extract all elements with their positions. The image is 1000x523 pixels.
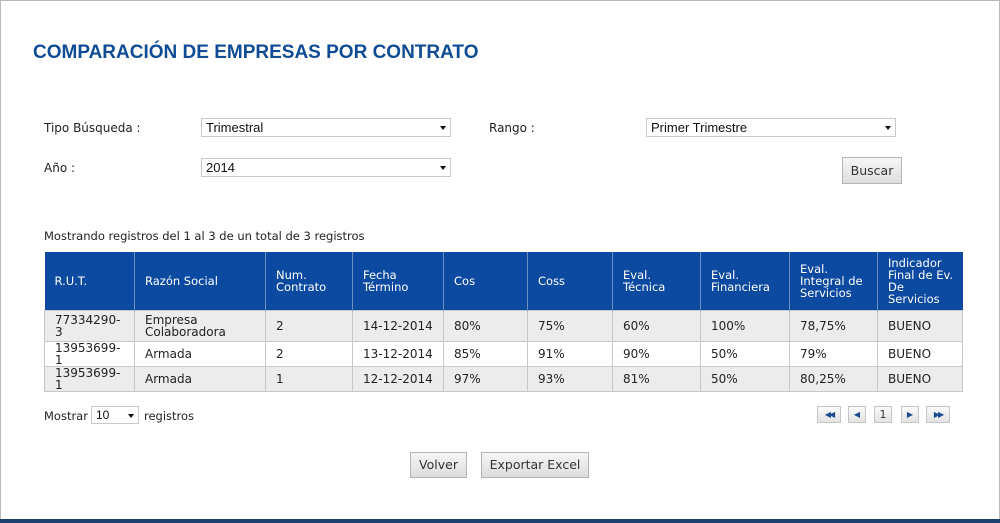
volver-button[interactable]: Volver (410, 452, 467, 478)
pager-next-button[interactable]: ▶ (901, 406, 919, 423)
table-cell: Armada (134, 366, 266, 392)
table-row: 13953699-1 Armada 2 13-12-2014 85% 91% 9… (44, 341, 963, 367)
table-cell: 77334290-3 (44, 310, 135, 342)
table-row: 77334290-3 Empresa Colaboradora 2 14-12-… (44, 310, 963, 342)
column-header-coss[interactable]: Coss (527, 252, 613, 311)
column-header-cos[interactable]: Cos (443, 252, 528, 311)
table-cell: 81% (612, 366, 701, 392)
length-menu-select[interactable]: 10 (91, 406, 139, 424)
table-cell: 100% (700, 310, 790, 342)
table-cell: Empresa Colaboradora (134, 310, 266, 342)
chevron-down-icon (440, 166, 446, 170)
table-cell: 90% (612, 341, 701, 367)
chevron-down-icon (440, 126, 446, 130)
table-cell: 13953699-1 (44, 366, 135, 392)
table-cell: 80,25% (789, 366, 878, 392)
length-menu-value: 10 (96, 408, 110, 422)
pager-page-1[interactable]: 1 (874, 406, 892, 423)
length-menu-prefix: Mostrar (44, 409, 88, 423)
column-header-eval-tecnica[interactable]: Eval. Técnica (612, 252, 701, 311)
table-cell: 79% (789, 341, 878, 367)
page-title: COMPARACIÓN DE EMPRESAS POR CONTRATO (33, 42, 479, 63)
pager-last-button[interactable]: ▶▶ (926, 406, 950, 423)
table-header-row: R.U.T. Razón Social Num. Contrato Fecha … (44, 252, 963, 311)
column-header-eval-financiera[interactable]: Eval. Financiera (700, 252, 790, 311)
chevron-down-icon (128, 414, 134, 418)
table-cell: 13-12-2014 (352, 341, 444, 367)
table-cell: BUENO (877, 341, 963, 367)
tipo-busqueda-label: Tipo Búsqueda : (44, 121, 141, 135)
exportar-excel-button[interactable]: Exportar Excel (481, 452, 589, 478)
table-cell: 91% (527, 341, 613, 367)
chevron-down-icon (885, 126, 891, 130)
table-cell: 2 (265, 341, 353, 367)
table-cell: 1 (265, 366, 353, 392)
table-cell: Armada (134, 341, 266, 367)
table-cell: 80% (443, 310, 528, 342)
table-cell: 93% (527, 366, 613, 392)
column-header-num-contrato[interactable]: Num. Contrato (265, 252, 353, 311)
table-cell: 78,75% (789, 310, 878, 342)
table-cell: 60% (612, 310, 701, 342)
table-cell: 75% (527, 310, 613, 342)
column-header-razon-social[interactable]: Razón Social (134, 252, 266, 311)
results-table: R.U.T. Razón Social Num. Contrato Fecha … (44, 252, 963, 392)
footer-bar (0, 519, 1000, 523)
anio-select[interactable]: 2014 (201, 158, 451, 177)
table-cell: BUENO (877, 310, 963, 342)
anio-label: Año : (44, 161, 76, 175)
table-row: 13953699-1 Armada 1 12-12-2014 97% 93% 8… (44, 366, 963, 392)
column-header-fecha-termino[interactable]: Fecha Término (352, 252, 444, 311)
table-cell: 14-12-2014 (352, 310, 444, 342)
table-cell: 50% (700, 341, 790, 367)
table-cell: 50% (700, 366, 790, 392)
table-cell: 12-12-2014 (352, 366, 444, 392)
rango-label: Rango : (489, 121, 535, 135)
table-cell: BUENO (877, 366, 963, 392)
tipo-busqueda-value: Trimestral (206, 120, 264, 135)
rango-select[interactable]: Primer Trimestre (646, 118, 896, 137)
buscar-button[interactable]: Buscar (842, 157, 902, 184)
pager-first-button[interactable]: ◀◀ (817, 406, 841, 423)
table-cell: 97% (443, 366, 528, 392)
table-info: Mostrando registros del 1 al 3 de un tot… (44, 229, 365, 243)
rango-value: Primer Trimestre (651, 120, 748, 135)
table-cell: 85% (443, 341, 528, 367)
pager-prev-button[interactable]: ◀ (848, 406, 866, 423)
length-menu-suffix: registros (144, 409, 195, 423)
anio-value: 2014 (206, 160, 235, 175)
tipo-busqueda-select[interactable]: Trimestral (201, 118, 451, 137)
column-header-rut[interactable]: R.U.T. (44, 252, 135, 311)
column-header-eval-integral[interactable]: Eval. Integral de Servicios (789, 252, 878, 311)
table-cell: 2 (265, 310, 353, 342)
table-cell: 13953699-1 (44, 341, 135, 367)
column-header-indicador-final[interactable]: Indicador Final de Ev. De Servicios (877, 252, 963, 311)
